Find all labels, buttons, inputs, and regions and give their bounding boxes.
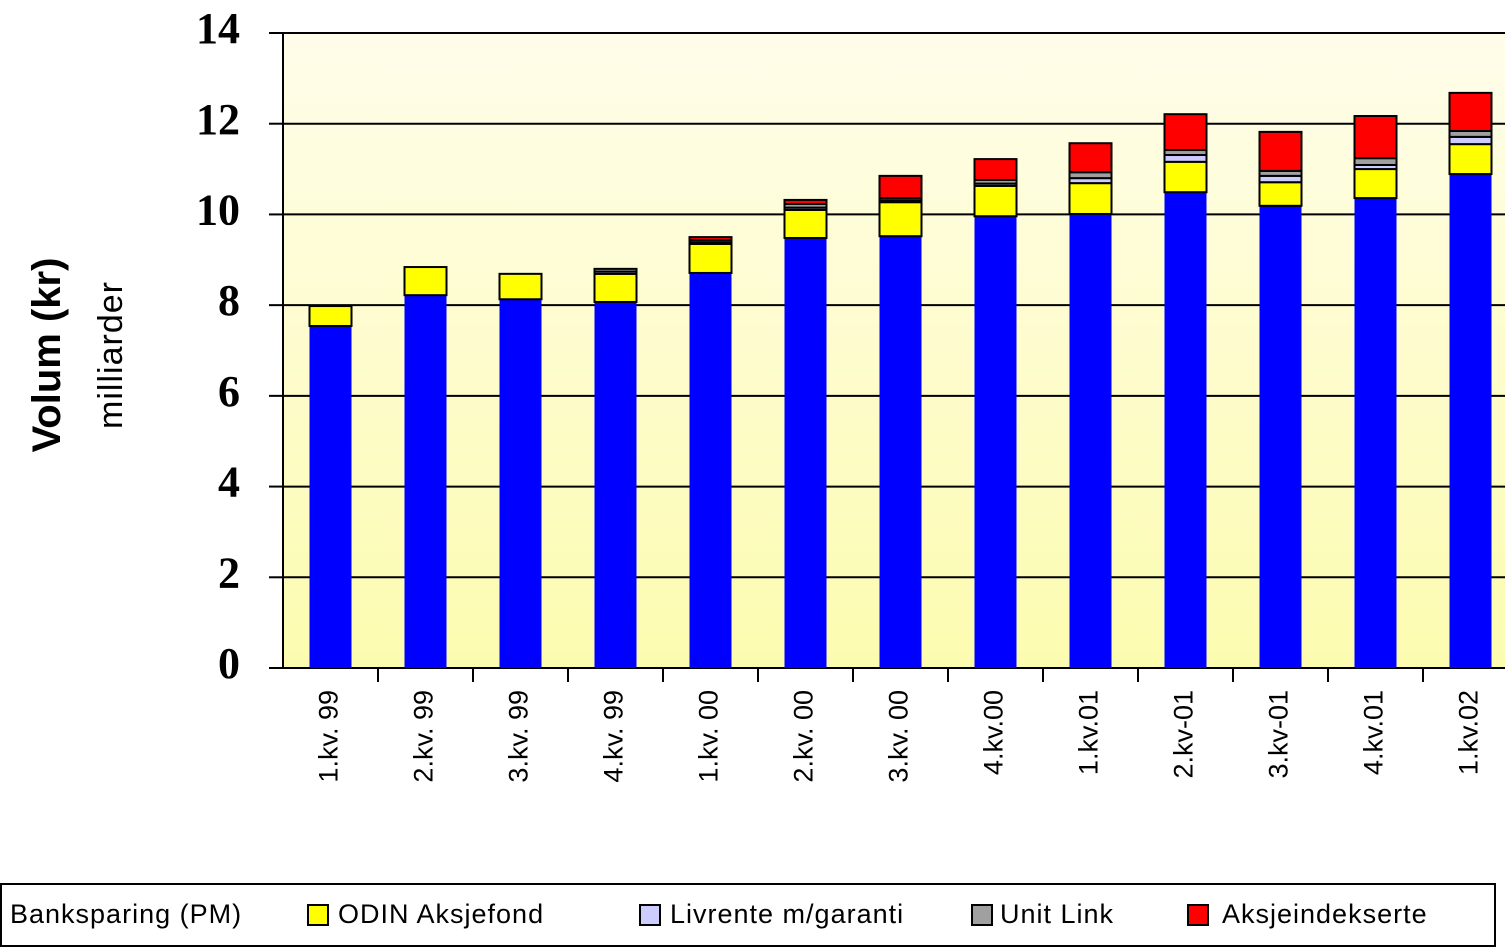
legend-label: Banksparing (PM) bbox=[10, 899, 242, 929]
y-tick-label: 0 bbox=[218, 639, 240, 688]
y-axis-unit: milliarder bbox=[92, 281, 130, 429]
bar-segment bbox=[689, 272, 732, 668]
legend-swatch bbox=[1187, 904, 1209, 926]
y-tick-label: 2 bbox=[218, 548, 240, 597]
bar-segment bbox=[879, 236, 922, 668]
x-tick-label: 4.kv.01 bbox=[1359, 690, 1389, 775]
y-axis-title: Volum (kr) bbox=[25, 258, 69, 453]
x-tick-label: 2.kv-01 bbox=[1169, 690, 1199, 779]
bar-segment bbox=[593, 272, 638, 303]
bar-segment bbox=[1449, 174, 1492, 668]
bar-segment bbox=[1163, 154, 1208, 163]
bar-segment bbox=[878, 201, 923, 238]
x-tick-label: 4.kv.00 bbox=[979, 690, 1009, 775]
bar-segment bbox=[784, 238, 827, 668]
bar-segment bbox=[1258, 181, 1303, 207]
bar-segment bbox=[1448, 143, 1493, 176]
y-tick-label: 14 bbox=[196, 4, 240, 53]
bar-segment bbox=[1353, 157, 1398, 166]
x-tick-label: 2.kv. 99 bbox=[409, 690, 439, 783]
x-tick-label: 1.kv.02 bbox=[1454, 690, 1484, 775]
legend-label: Aksjeindekserte bbox=[1222, 899, 1428, 929]
bar-segment bbox=[404, 295, 447, 668]
bar-segment bbox=[498, 272, 543, 301]
bar-segment bbox=[1259, 205, 1302, 668]
bar-segment bbox=[973, 158, 1018, 181]
legend-box bbox=[0, 883, 1496, 947]
x-tick-label: 4.kv. 99 bbox=[599, 690, 629, 783]
bar-segment bbox=[973, 184, 1018, 218]
legend-label: Livrente m/garanti bbox=[670, 899, 904, 929]
bar-segment bbox=[309, 326, 352, 668]
legend-swatch bbox=[307, 904, 329, 926]
y-tick-label: 4 bbox=[218, 458, 240, 507]
legend-label: Unit Link bbox=[1000, 899, 1114, 929]
bar-segment bbox=[593, 267, 638, 273]
legend-swatch bbox=[971, 904, 993, 926]
bar-segment bbox=[1068, 182, 1113, 215]
bar-segment bbox=[688, 236, 733, 242]
bar-segment bbox=[1163, 113, 1208, 152]
legend-label: ODIN Aksjefond bbox=[338, 899, 544, 929]
bar-segment bbox=[1164, 192, 1207, 669]
bar-segment bbox=[403, 266, 448, 297]
y-tick-label: 10 bbox=[196, 186, 240, 235]
bar-segment bbox=[1354, 198, 1397, 668]
bar-segment bbox=[1353, 115, 1398, 160]
bar-segment bbox=[783, 208, 828, 240]
bar-segment bbox=[1448, 91, 1493, 132]
bar-segment bbox=[974, 216, 1017, 668]
x-tick-label: 1.kv. 99 bbox=[314, 690, 344, 783]
bar-segment bbox=[499, 299, 542, 668]
bar-segment bbox=[308, 305, 353, 328]
x-tick-label: 2.kv. 00 bbox=[789, 690, 819, 783]
y-tick-label: 6 bbox=[218, 367, 240, 416]
x-tick-label: 3.kv. 00 bbox=[884, 690, 914, 783]
bar-segment bbox=[594, 301, 637, 668]
bar-segment bbox=[783, 198, 828, 205]
y-tick-label: 8 bbox=[218, 276, 240, 325]
bar-segment bbox=[1163, 160, 1208, 194]
x-tick-label: 1.kv. 00 bbox=[694, 690, 724, 783]
bar-segment bbox=[1258, 130, 1303, 172]
bar-segment bbox=[878, 174, 923, 200]
bar-segment bbox=[1068, 142, 1113, 174]
bar-segment bbox=[1069, 213, 1112, 668]
bar-segment bbox=[1353, 168, 1398, 200]
legend-swatch bbox=[639, 904, 661, 926]
x-tick-label: 3.kv. 99 bbox=[504, 690, 534, 783]
x-tick-label: 3.kv-01 bbox=[1264, 690, 1294, 779]
y-tick-label: 12 bbox=[196, 95, 240, 144]
x-tick-label: 1.kv.01 bbox=[1074, 690, 1104, 775]
bar-segment bbox=[688, 242, 733, 274]
bar-segment bbox=[1448, 135, 1493, 146]
